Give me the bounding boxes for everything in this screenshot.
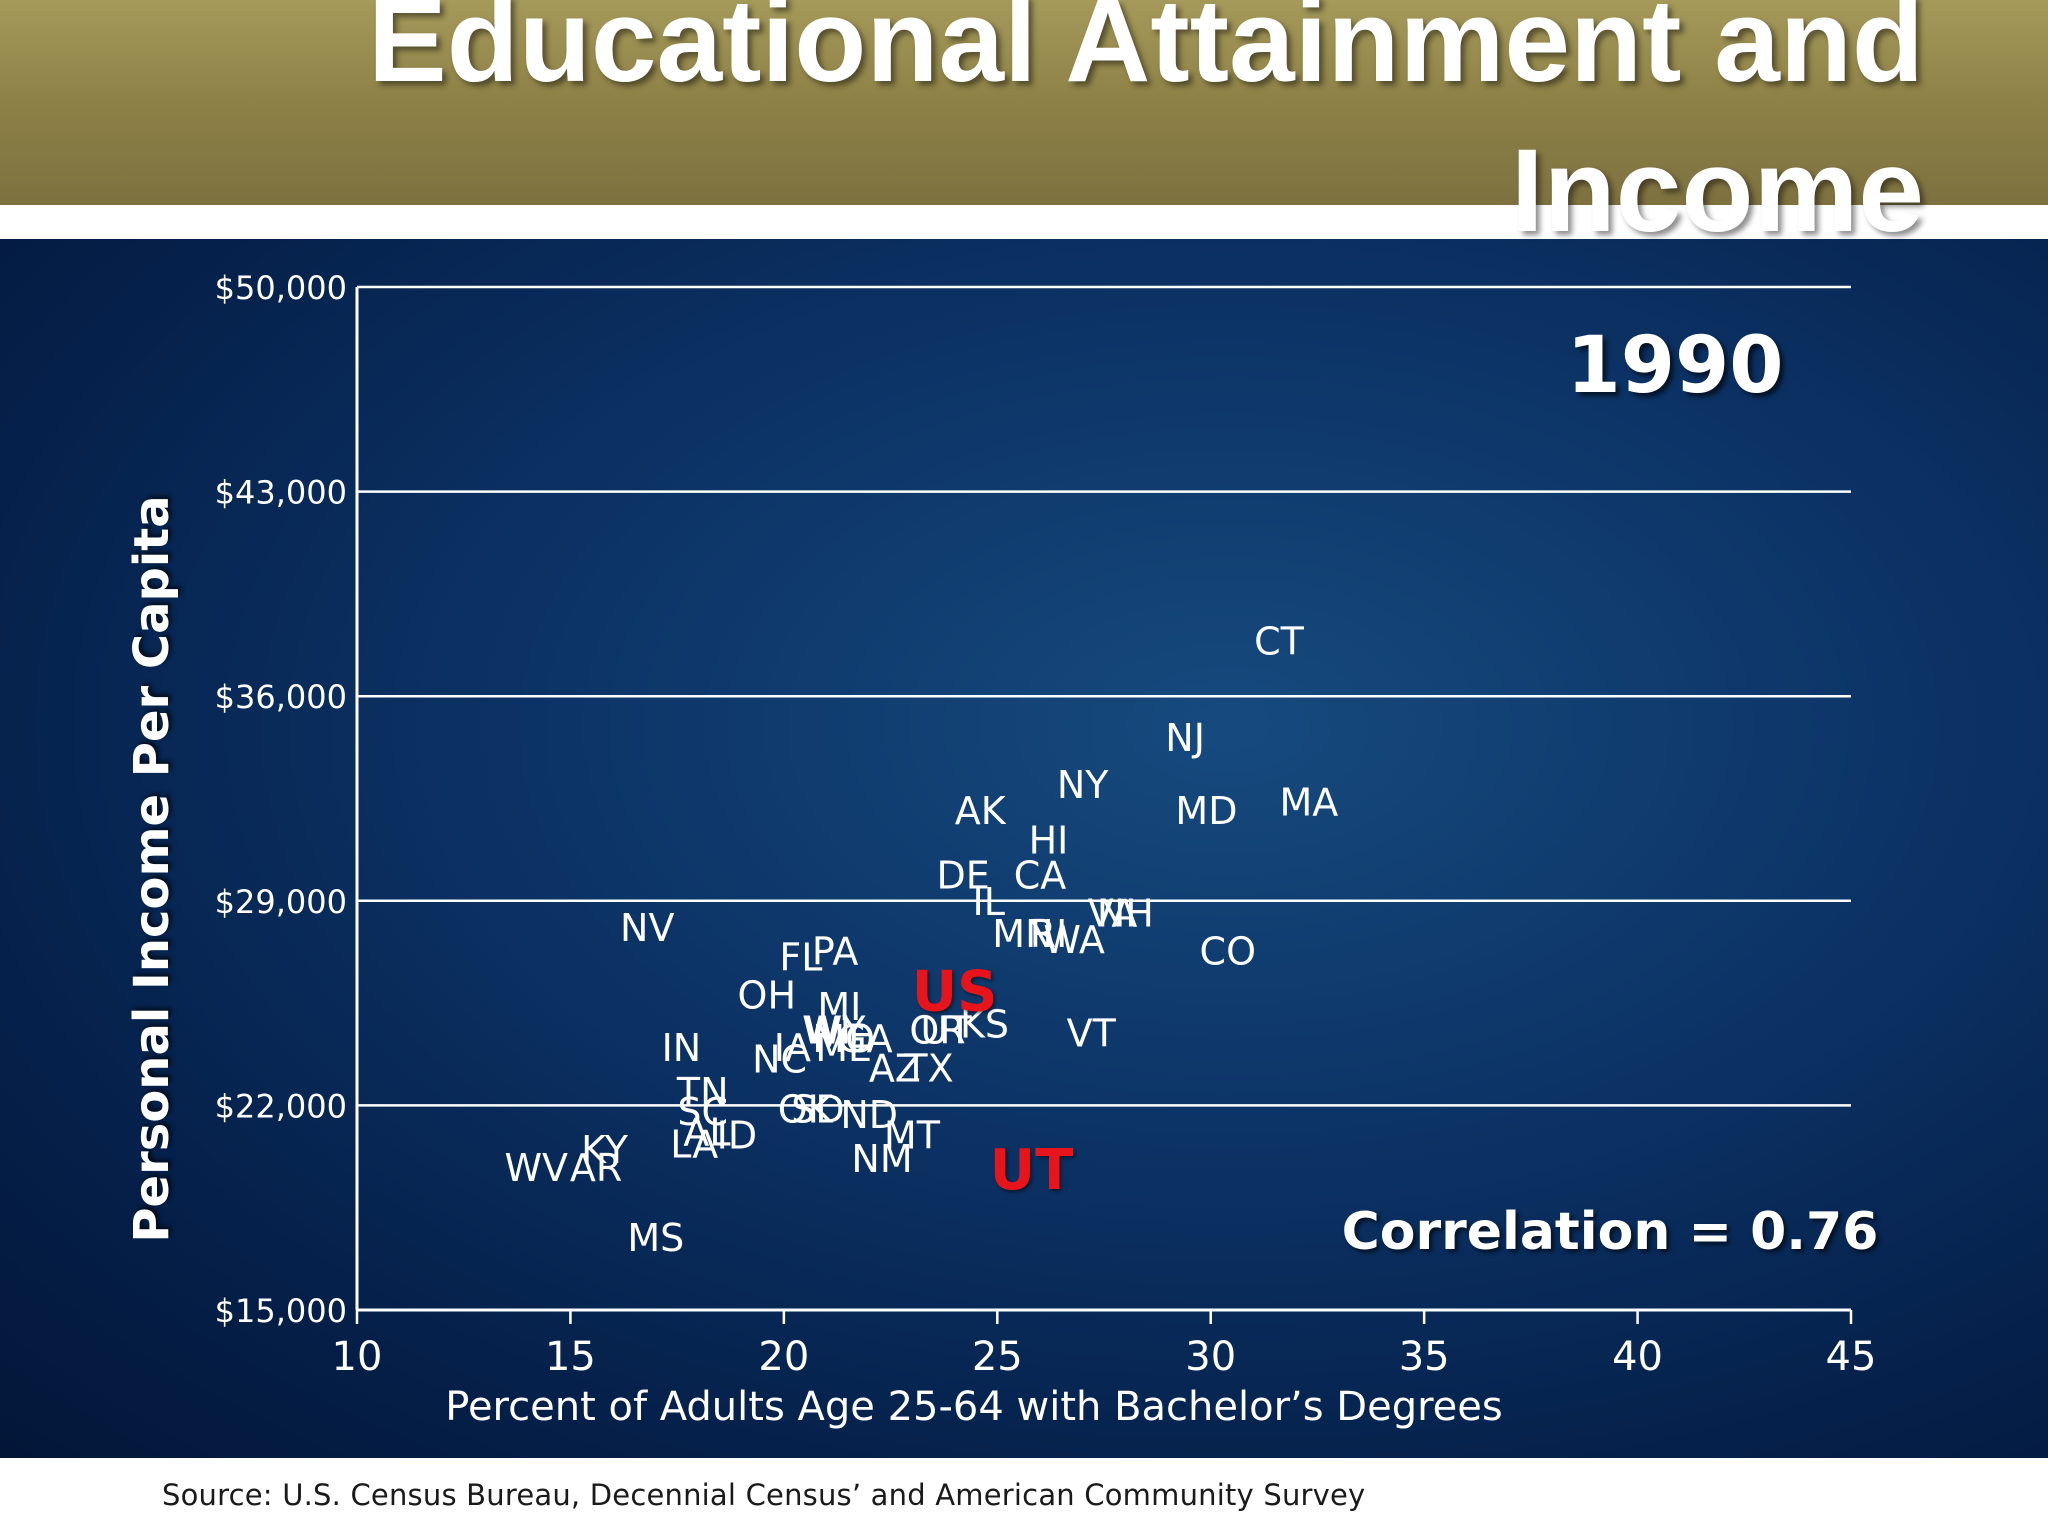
point-label-ri: RI <box>1030 912 1068 956</box>
point-label-al: AL <box>683 1111 730 1155</box>
title-divider <box>0 205 2048 239</box>
point-label-sc: SC <box>677 1090 728 1134</box>
point-label-ga: GA <box>837 1017 892 1061</box>
x-tick-label: 35 <box>1399 1334 1450 1380</box>
point-label-ky: KY <box>581 1128 629 1172</box>
point-label-ut: UT <box>990 1138 1074 1203</box>
point-label-nh: NH <box>1097 891 1154 935</box>
point-label-oh: OH <box>738 973 796 1017</box>
point-label-ok: OK <box>778 1087 834 1131</box>
y-tick-label: $36,000 <box>215 678 347 716</box>
point-label-mt: MT <box>884 1114 941 1158</box>
x-tick-label: 25 <box>972 1334 1023 1380</box>
point-label-ak: AK <box>955 789 1007 833</box>
y-tick-labels: $15,000 $22,000 $29,000 $36,000 $43,000 $50,0… <box>215 269 347 1330</box>
point-label-ks: KS <box>960 1003 1009 1047</box>
y-tick-label: $43,000 <box>215 474 347 512</box>
point-label-nd: ND <box>840 1093 898 1137</box>
point-label-ar: AR <box>570 1146 622 1190</box>
point-label-il: IL <box>973 880 1005 924</box>
axes <box>355 287 1853 1324</box>
point-label-la: LA <box>670 1122 718 1166</box>
correlation-annotation: Correlation = 0.76 <box>1342 1202 1879 1262</box>
point-label-ms: MS <box>627 1216 684 1260</box>
point-label-tn: TN <box>676 1070 729 1114</box>
point-label-mo: MO <box>812 1017 875 1061</box>
point-label-md: MD <box>1175 789 1237 833</box>
point-label-wy: WY <box>805 1008 867 1052</box>
x-tick-label: 20 <box>758 1334 809 1380</box>
slide-title: Educational Attainment and Income <box>368 0 1924 257</box>
point-label-id: ID <box>717 1114 757 1158</box>
x-axis-label: Percent of Adults Age 25-64 with Bachelo… <box>445 1384 1502 1430</box>
y-axis-label: Personal Income Per Capita <box>124 495 180 1242</box>
x-tick-label: 45 <box>1826 1334 1877 1380</box>
point-label-pa: PA <box>812 929 858 973</box>
point-label-vt: VT <box>1067 1011 1117 1055</box>
point-label-co: CO <box>1200 929 1256 973</box>
point-label-in: IN <box>662 1026 702 1070</box>
point-label-nj: NJ <box>1165 716 1205 760</box>
y-tick-label: $22,000 <box>215 1087 347 1125</box>
point-label-nm: NM <box>851 1137 912 1181</box>
point-label-or: OR <box>909 1008 965 1052</box>
point-label-ma: MA <box>1280 780 1339 824</box>
point-label-tx: TX <box>903 1046 953 1090</box>
point-label-de: DE <box>936 853 989 897</box>
y-tick-label: $29,000 <box>215 883 347 921</box>
x-tick-label: 10 <box>332 1334 383 1380</box>
point-label-az: AZ <box>869 1046 921 1090</box>
y-tick-label: $15,000 <box>215 1292 347 1330</box>
point-label-ia: IA <box>774 1026 811 1070</box>
point-label-ct: CT <box>1254 620 1305 664</box>
point-label-hi: HI <box>1029 818 1069 862</box>
point-label-me: ME <box>815 1026 872 1070</box>
chart-panel <box>0 239 2048 1458</box>
point-label-mn: MN <box>992 912 1053 956</box>
point-label-sd: SD <box>791 1087 844 1131</box>
point-label-nv: NV <box>620 906 674 950</box>
gridlines <box>357 285 1851 1107</box>
point-label-fl: FL <box>779 935 822 979</box>
source-note: Source: U.S. Census Bureau, Decennial Ce… <box>162 1478 1366 1512</box>
title-band <box>0 0 2048 205</box>
x-tick-label: 30 <box>1185 1334 1236 1380</box>
point-label-nc: NC <box>752 1038 807 1082</box>
point-label-wv: WV <box>504 1146 568 1190</box>
point-label-wi: WI <box>802 1008 851 1052</box>
point-label-us: US <box>912 959 998 1024</box>
x-tick-label: 40 <box>1612 1334 1663 1380</box>
year-label: 1990 <box>1566 321 1783 411</box>
point-label-ca: CA <box>1014 853 1067 897</box>
point-label-mi: MI <box>817 985 861 1029</box>
point-label-va: VA <box>1088 891 1138 935</box>
x-tick-labels: 10 15 20 25 30 35 40 45 <box>332 1334 1877 1380</box>
point-label-ny: NY <box>1057 763 1109 807</box>
point-label-ut: UT <box>921 1008 973 1052</box>
x-tick-label: 15 <box>545 1334 596 1380</box>
point-label-wa: WA <box>1043 918 1105 962</box>
y-tick-label: $50,000 <box>215 269 347 307</box>
